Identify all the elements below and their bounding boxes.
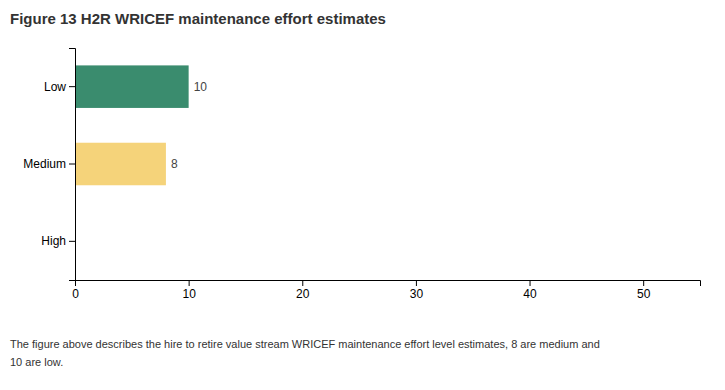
y-axis: High Medium Low (23, 49, 75, 281)
tick-mark (69, 241, 75, 242)
tick: 50 (637, 280, 651, 301)
tick-label: 40 (523, 287, 537, 301)
tick: 40 (523, 280, 537, 301)
tick: 10 (182, 280, 196, 301)
axis-line (76, 281, 701, 287)
tick-label: 10 (182, 287, 196, 301)
tick: High (41, 234, 75, 248)
chart: 0 10 20 30 40 50 High Medium Low 8 10 Figure 13 H2R… (0, 0, 725, 390)
tick-label: 20 (296, 287, 310, 301)
tick-mark (69, 164, 75, 165)
tick-label: 0 (72, 287, 79, 301)
caption: The figure above describes the hire to r… (10, 338, 600, 368)
data-label: 8 (171, 157, 178, 171)
bar (75, 143, 166, 186)
tick: 20 (296, 280, 310, 301)
tick-mark (530, 280, 531, 286)
tick: 0 (72, 280, 79, 301)
caption-line: 10 are low. (10, 356, 63, 368)
tick-label: Medium (23, 157, 66, 171)
axis-line (69, 49, 76, 281)
tick-mark (643, 280, 644, 286)
title: Figure 13 H2R WRICEF maintenance effort … (10, 10, 386, 27)
tick: 30 (410, 280, 424, 301)
tick-mark (302, 280, 303, 286)
x-axis: 0 10 20 30 40 50 (72, 280, 700, 301)
bars (75, 65, 189, 185)
caption-line: The figure above describes the hire to r… (10, 338, 600, 350)
tick-label: 50 (637, 287, 651, 301)
tick-label: 30 (410, 287, 424, 301)
tick: Medium (23, 157, 75, 171)
tick-mark (416, 280, 417, 286)
tick-label: High (41, 234, 66, 248)
bar (75, 65, 189, 108)
data-labels: 8 10 (171, 80, 207, 171)
tick: Low (44, 80, 75, 94)
tick-mark (69, 86, 75, 87)
tick-label: Low (44, 80, 66, 94)
data-label: 10 (194, 80, 208, 94)
tick-mark (189, 280, 190, 286)
